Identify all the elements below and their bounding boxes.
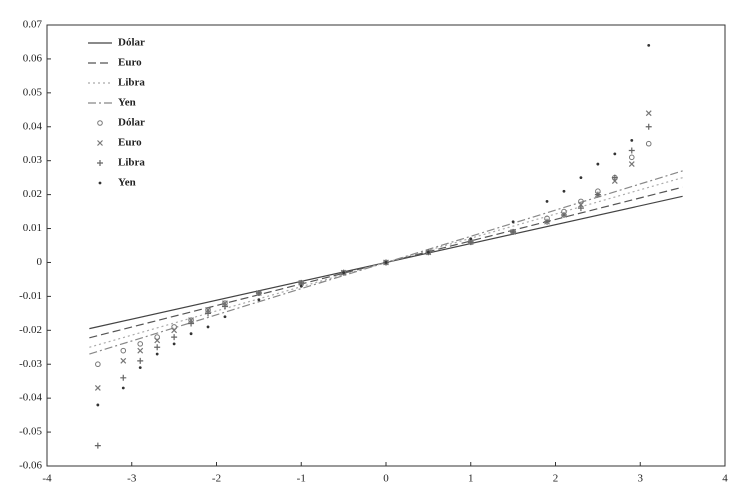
marker [188,320,195,327]
marker [647,43,651,47]
marker [299,284,303,288]
y-tick-label: -0.05 [19,426,42,438]
marker [172,342,176,346]
legend-swatch [97,120,103,126]
x-tick-label: 1 [468,473,474,485]
legend-label: Euro [118,137,142,149]
marker [171,334,178,341]
marker [384,261,388,264]
y-tick-label: 0.03 [23,154,43,166]
marker [137,341,144,347]
marker [205,307,211,313]
marker [189,332,193,336]
marker [578,198,584,205]
marker [138,366,142,370]
y-tick-label: 0 [37,256,43,268]
marker [171,327,178,334]
legend-swatch [97,160,103,166]
marker [545,200,549,203]
legend-label: Libra [118,77,145,89]
marker [579,176,583,180]
marker [223,315,227,319]
x-tick-label: 0 [383,473,389,485]
legend-label: Yen [118,97,136,109]
y-tick-label: -0.03 [19,358,42,370]
marker [630,138,634,142]
marker [94,385,101,391]
x-tick-label: 3 [638,473,644,485]
marker [594,191,601,198]
marker [188,317,194,324]
marker [628,154,635,161]
marker [342,271,346,275]
marker [120,374,127,381]
marker [511,220,515,224]
marker [628,161,635,168]
legend-swatch [98,181,102,185]
legend-label: Libra [118,157,145,169]
marker [613,152,617,156]
marker [96,403,100,407]
plot-frame [46,24,726,467]
x-tick-label: -2 [212,473,221,485]
marker [596,162,600,166]
legend-swatch [97,140,103,146]
y-tick-label: -0.04 [19,392,42,404]
marker [206,325,210,329]
marker [645,140,652,147]
marker [628,147,635,154]
y-tick-label: 0.02 [23,188,42,200]
marker [95,361,101,368]
x-tick-label: -4 [42,473,52,485]
y-tick-label: 0.07 [23,19,43,31]
marker [154,337,161,344]
y-tick-label: -0.02 [19,324,42,336]
marker [154,334,160,340]
marker [544,218,551,225]
marker [645,123,652,130]
y-tick-label: -0.01 [19,290,42,302]
marker [121,386,125,390]
marker [469,237,473,241]
y-tick-label: 0.05 [23,86,43,98]
x-tick-label: -1 [297,473,306,485]
y-tick-label: 0.01 [23,222,42,234]
marker [577,205,584,212]
marker [611,178,618,184]
marker [222,300,228,307]
marker [221,303,228,310]
marker [426,250,430,254]
marker [137,357,144,364]
marker [94,442,101,449]
marker [137,347,144,354]
marker [171,324,177,330]
marker [578,201,584,208]
legend-label: Yen [118,177,136,189]
marker [255,289,262,296]
marker [205,310,212,317]
x-tick-label: 4 [722,473,728,485]
marker [611,174,618,181]
marker [155,352,159,356]
legend-label: Euro [118,57,142,69]
y-tick-label: 0.06 [23,52,43,64]
marker [510,228,517,235]
marker [120,347,127,354]
marker [645,110,652,117]
y-tick-label: 0.04 [23,120,43,132]
x-tick-label: -3 [127,473,137,485]
marker [154,344,161,351]
marker [257,298,261,302]
y-tick-label: -0.06 [19,460,42,472]
legend-label: Dólar [118,117,145,129]
marker [562,189,566,193]
legend-label: Dólar [118,37,145,49]
x-tick-label: 2 [553,473,559,485]
marker [120,357,127,364]
marker [560,211,567,218]
